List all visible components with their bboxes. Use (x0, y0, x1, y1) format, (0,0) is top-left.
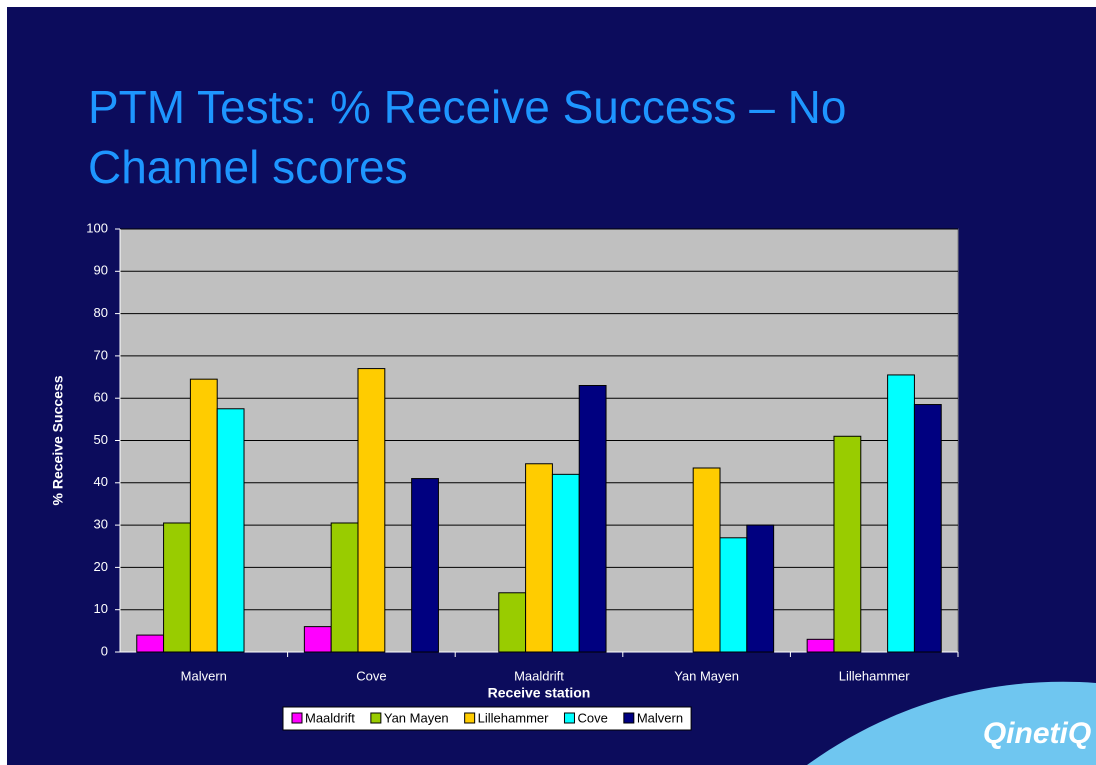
bar (216, 408, 245, 653)
bar (498, 592, 527, 653)
bar (887, 374, 915, 653)
legend-swatch (623, 712, 635, 724)
slide: PTM Tests: % Receive Success – No Channe… (7, 7, 1096, 765)
bar (833, 435, 862, 653)
y-tick-label: 90 (94, 263, 108, 278)
bar (692, 467, 721, 653)
x-tick-label: Yan Mayen (674, 668, 739, 683)
bar (719, 537, 748, 653)
y-tick-label: 70 (94, 347, 108, 362)
x-tick-label: Lillehammer (839, 668, 910, 683)
bar (578, 385, 607, 653)
y-tick-label: 30 (94, 517, 108, 532)
y-tick-label: 50 (94, 432, 108, 447)
legend-swatch (464, 712, 476, 724)
legend (282, 706, 692, 731)
bar (136, 634, 165, 653)
y-tick-label: 0 (101, 643, 108, 658)
bar (189, 378, 218, 653)
legend-swatch (370, 712, 382, 724)
bar (746, 524, 775, 653)
legend-label: Malvern (637, 710, 683, 725)
legend-label: Maaldrift (305, 710, 355, 725)
y-tick-label: 20 (94, 559, 108, 574)
x-axis-label: Receive station (488, 685, 591, 701)
bar (806, 638, 835, 653)
legend-label: Cove (577, 710, 607, 725)
logo: QinetiQ (983, 717, 1091, 750)
legend-swatch (291, 712, 303, 724)
chart-title: PTM Tests: % Receive Success – No Channe… (88, 81, 847, 193)
bar (913, 404, 942, 653)
legend-swatch (563, 712, 575, 724)
x-tick-label: Cove (356, 668, 386, 683)
x-tick-label: Malvern (181, 668, 227, 683)
x-tick-label: Maaldrift (514, 668, 564, 683)
bar (357, 368, 386, 653)
y-axis-label: % Receive Success (50, 375, 66, 505)
y-tick-label: 100 (86, 220, 108, 235)
y-tick-label: 40 (94, 474, 108, 489)
bar (525, 463, 553, 653)
logo-swoosh (807, 681, 1096, 765)
legend-label: Yan Mayen (384, 710, 449, 725)
bar (551, 473, 580, 653)
bar (330, 522, 359, 653)
y-tick-label: 60 (94, 390, 108, 405)
bar (411, 478, 439, 653)
bar (303, 626, 332, 653)
chart: QinetiQ 0 10 20 30 40 50 60 70 80 90 100 Malvern Cov… (50, 220, 1096, 765)
y-tick-label: 80 (94, 305, 108, 320)
legend-label: Lillehammer (478, 710, 549, 725)
y-tick-label: 10 (94, 601, 108, 616)
bar (163, 522, 191, 653)
